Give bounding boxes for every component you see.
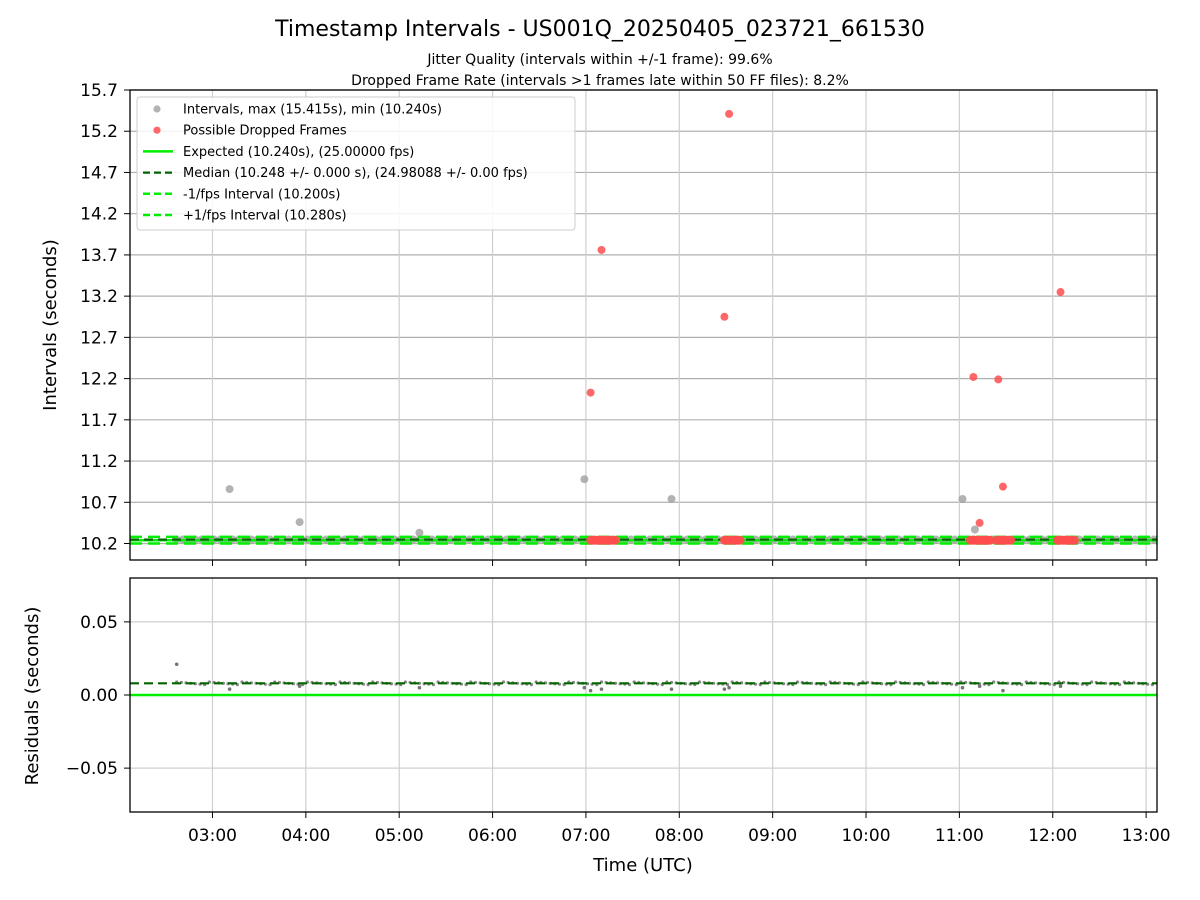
interval-outlier-point (958, 494, 967, 503)
residual-outlier-point (599, 687, 604, 691)
dropped-frame-point (586, 388, 595, 397)
residual-outlier-point (1058, 684, 1063, 689)
dropped-cluster-point (986, 535, 996, 545)
interval-outlier-point (415, 528, 424, 537)
bottom-plot-frame (129, 577, 1158, 813)
top-plot-frame (129, 89, 1158, 561)
legend-label: -1/fps Interval (10.200s) (183, 187, 340, 202)
residual-outlier-point (960, 685, 965, 690)
legend-box (136, 96, 576, 231)
residual-outlier-point (227, 687, 232, 691)
top-tick-label-y: 11.7 (80, 411, 118, 431)
legend-item: Intervals, max (15.415s), min (10.240s) (153, 103, 442, 118)
residual-outlier-point (582, 685, 587, 690)
bottom-y-axis-label: Residuals (seconds) (22, 607, 43, 786)
top-tick-label-y: 11.2 (80, 452, 118, 472)
legend-label: Expected (10.240s), (25.00000 fps) (183, 145, 414, 160)
bottom-panel: 0.05 0.00 −0.05 03:00 04:00 05:00 06:00 07:00 08… (66, 577, 1171, 846)
x-tick-label: 09:00 (748, 826, 797, 846)
dropped-frame-point (720, 312, 729, 321)
dropped-cluster-point (610, 535, 620, 545)
bottom-tick-label-y: 0.05 (80, 613, 118, 633)
x-tick-label: 07:00 (561, 826, 610, 846)
residual-outlier-point (669, 687, 674, 691)
x-tick-label: 12:00 (1028, 826, 1077, 846)
top-tick-label-y: 10.2 (80, 535, 118, 555)
x-tick-label: 04:00 (281, 826, 330, 846)
x-tick-label: 05:00 (375, 826, 424, 846)
residual-outlier-point (174, 662, 179, 667)
x-tick-label: 11:00 (935, 826, 984, 846)
top-tick-label-y: 14.2 (80, 205, 118, 225)
top-tick-label-y: 15.2 (80, 122, 118, 142)
legend-label: Median (10.248 +/- 0.000 s), (24.98088 +… (183, 166, 528, 181)
legend-marker-dropped (153, 126, 161, 134)
legend-label: Intervals, max (15.415s), min (10.240s) (183, 103, 442, 118)
chart-subtitle-jitter: Jitter Quality (intervals within +/-1 fr… (426, 52, 772, 68)
x-tick-label: 10:00 (842, 826, 891, 846)
interval-outlier-point (225, 485, 234, 494)
top-tick-label-y: 12.2 (80, 370, 118, 390)
dropped-frame-point (725, 109, 734, 118)
dropped-cluster-point (735, 535, 745, 545)
dropped-frame-point (975, 518, 984, 527)
top-y-axis-label: Intervals (seconds) (40, 239, 61, 411)
top-tick-label-y: 15.7 (80, 81, 118, 101)
legend-item: -1/fps Interval (10.200s) (143, 187, 340, 202)
residual-outlier-point (977, 684, 982, 689)
residual-outlier-point (297, 684, 302, 689)
chart-title: Timestamp Intervals - US001Q_20250405_02… (274, 17, 925, 42)
top-tick-label-y: 12.7 (80, 328, 118, 348)
interval-outlier-point (970, 525, 979, 534)
legend-item: Possible Dropped Frames (153, 124, 347, 139)
dropped-frame-point (597, 245, 606, 254)
x-tick-label: 03:00 (188, 826, 237, 846)
bottom-tick-label-y: −0.05 (66, 759, 118, 779)
interval-outlier-point (295, 518, 304, 527)
legend-label: Possible Dropped Frames (183, 124, 347, 139)
top-tick-label-y: 10.7 (80, 493, 118, 513)
top-tick-label-y: 14.7 (80, 163, 118, 183)
x-tick-label: 08:00 (655, 826, 704, 846)
legend-marker-intervals (153, 105, 161, 113)
top-tick-label-y: 13.7 (80, 246, 118, 266)
residual-outlier-point (1001, 688, 1005, 693)
legend-label: +1/fps Interval (10.280s) (183, 209, 347, 224)
residual-outlier-point (722, 687, 727, 691)
legend-item: Median (10.248 +/- 0.000 s), (24.98088 +… (143, 166, 528, 181)
legend-item: Expected (10.240s), (25.00000 fps) (143, 145, 414, 160)
dropped-frame-point (998, 482, 1007, 491)
dropped-frame-point (1056, 288, 1065, 297)
dropped-cluster-point (1006, 535, 1016, 545)
residual-outlier-point (588, 688, 593, 693)
x-tick-label: 06:00 (468, 826, 517, 846)
legend: Intervals, max (15.415s), min (10.240s) P… (136, 96, 576, 231)
chart-subtitle-dropped: Dropped Frame Rate (intervals >1 frames … (351, 73, 849, 89)
residual-outlier-point (727, 685, 731, 690)
dropped-frame-point (969, 372, 978, 381)
residual-outlier-point (417, 685, 422, 690)
dropped-frame-point (994, 375, 1003, 384)
interval-outlier-point (667, 494, 676, 503)
dropped-cluster-point (1070, 535, 1080, 545)
bottom-tick-label-y: 0.00 (80, 686, 118, 706)
x-axis-label: Time (UTC) (592, 855, 693, 876)
top-panel: 10.2 10.7 11.2 11.7 12.2 12.7 13.2 13.7 14.2 14.7… (80, 81, 1158, 566)
legend-item: +1/fps Interval (10.280s) (143, 209, 347, 224)
x-tick-label: 13:00 (1122, 826, 1171, 846)
top-tick-label-y: 13.2 (80, 287, 118, 307)
interval-outlier-point (580, 475, 589, 484)
